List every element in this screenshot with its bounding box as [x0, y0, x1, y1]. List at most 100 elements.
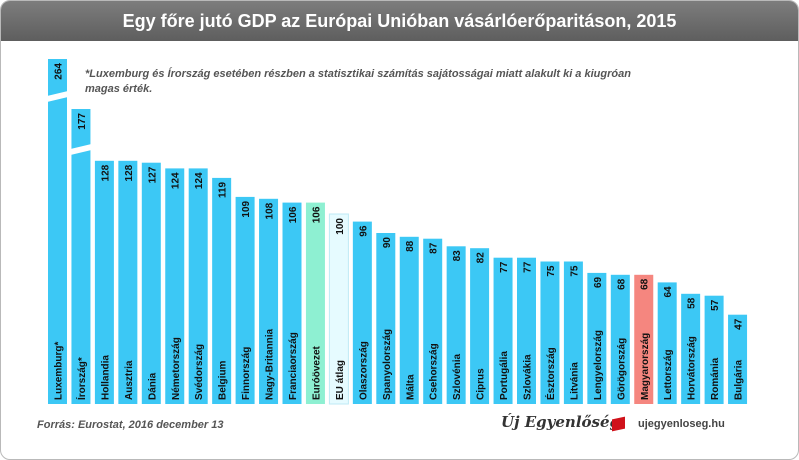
- bar-group: 68 Magyarország: [634, 274, 654, 404]
- page-title: Egy főre jutó GDP az Európai Unióban vás…: [122, 11, 677, 31]
- category-label: Bulgária: [734, 360, 745, 400]
- bar-group: 77 Portugália: [493, 257, 513, 404]
- title-bar: [1, 1, 798, 41]
- category-label: Ciprus: [476, 368, 487, 400]
- bar: [399, 236, 419, 404]
- bar: [634, 274, 654, 404]
- bar: [587, 272, 607, 404]
- category-label: Málta: [405, 374, 416, 400]
- bar-group: 106 Euróövezet: [305, 202, 325, 404]
- bar: [423, 238, 443, 404]
- bar-group: 69 Lengyelország: [587, 272, 607, 404]
- value-label: 100: [335, 218, 346, 235]
- bar: [328, 213, 349, 405]
- value-label: 124: [171, 172, 182, 189]
- website-link[interactable]: ujegyenloseg.hu: [638, 418, 725, 430]
- bar: [282, 202, 302, 404]
- value-label: 108: [265, 202, 276, 219]
- category-label: Szlovákia: [523, 354, 534, 400]
- bar-group: 87 Csehország: [423, 238, 443, 404]
- bar-group: 75 Litvánia: [563, 261, 583, 404]
- category-label: Svédország: [194, 344, 205, 400]
- bar: [305, 202, 325, 404]
- bar: [704, 295, 724, 404]
- category-label: EU átlag: [335, 360, 346, 400]
- value-label: 106: [288, 206, 299, 223]
- value-label: 128: [100, 164, 111, 181]
- bar: [493, 257, 513, 404]
- bar-group: 96 Olaszország: [352, 221, 372, 404]
- value-label: 75: [546, 265, 557, 277]
- bar: [728, 314, 748, 404]
- value-label: 177: [77, 113, 88, 130]
- value-label: 64: [663, 286, 674, 298]
- category-label: Litvánia: [569, 362, 580, 400]
- category-label: Finnország: [241, 347, 252, 400]
- category-label: Luxemburg*: [54, 342, 65, 400]
- bar-group: 109 Finnország: [235, 196, 255, 404]
- value-label: 77: [523, 261, 534, 273]
- value-label: 106: [311, 206, 322, 223]
- bar-group: 127 Dánia: [141, 162, 161, 404]
- bar-group: 57 Románia: [704, 295, 724, 404]
- bar-group: 124 Németország: [165, 168, 185, 404]
- value-label: 127: [147, 166, 158, 183]
- axis-break-mark: [70, 144, 92, 155]
- bar: [563, 261, 583, 404]
- bar-group: 82 Ciprus: [470, 248, 490, 404]
- category-label: Horvátország: [687, 336, 698, 400]
- value-label: 83: [452, 250, 463, 262]
- bar: [165, 168, 185, 404]
- brand-logo: Új Egyenlőség: [501, 413, 620, 431]
- bar-group: 75 Észtország: [540, 261, 560, 404]
- category-label: Görögország: [616, 338, 627, 400]
- bar: [235, 196, 255, 404]
- bar-group: 119 Belgium: [212, 177, 232, 404]
- category-label: Szlovénia: [452, 353, 463, 400]
- bar-group: 128 Hollandia: [94, 160, 114, 404]
- bar-group: 128 Ausztria: [118, 160, 138, 404]
- bar: [540, 261, 560, 404]
- bar-group: 100 EU átlag: [328, 213, 349, 405]
- category-label: Franciaország: [288, 332, 299, 400]
- bar: [681, 293, 701, 404]
- category-label: Dánia: [147, 372, 158, 400]
- bar: [376, 233, 396, 404]
- bar-group: 264 Luxemburg*: [47, 59, 68, 404]
- bar: [517, 257, 536, 404]
- value-label: 77: [499, 261, 510, 273]
- bar-group: 47 Bulgária: [728, 314, 748, 404]
- bar-group: 77 Szlovákia: [517, 257, 536, 404]
- value-label: 128: [124, 164, 135, 181]
- value-label: 69: [593, 276, 604, 288]
- category-label: Németország: [171, 337, 182, 400]
- bar: [71, 109, 91, 404]
- category-label: Lengyelország: [593, 330, 604, 400]
- bar: [657, 282, 677, 404]
- bar-group: 83 Szlovénia: [446, 246, 466, 404]
- value-label: 57: [710, 299, 721, 311]
- source-text: Forrás: Eurostat, 2016 december 13: [37, 419, 224, 431]
- value-label: 75: [569, 265, 580, 277]
- category-label: Észtország: [544, 347, 557, 400]
- category-label: Portugália: [499, 351, 510, 400]
- value-label: 58: [687, 297, 698, 309]
- value-label: 87: [429, 242, 440, 254]
- value-label: 264: [54, 63, 65, 80]
- axis-break-mark: [47, 91, 68, 102]
- value-label: 68: [616, 278, 627, 290]
- category-label: Írország*: [75, 357, 88, 400]
- footnote: *Luxemburg és Írország esetében részben …: [85, 68, 631, 95]
- category-label: Olaszország: [358, 341, 369, 400]
- bar: [118, 160, 138, 404]
- bar: [212, 177, 232, 404]
- bar: [188, 168, 208, 404]
- category-label: Lettország: [663, 349, 674, 400]
- value-label: 124: [194, 172, 205, 189]
- category-label: Euróövezet: [311, 345, 322, 400]
- value-label: 90: [382, 237, 393, 249]
- category-label: Hollandia: [100, 355, 111, 400]
- category-label: Magyarország: [640, 333, 651, 400]
